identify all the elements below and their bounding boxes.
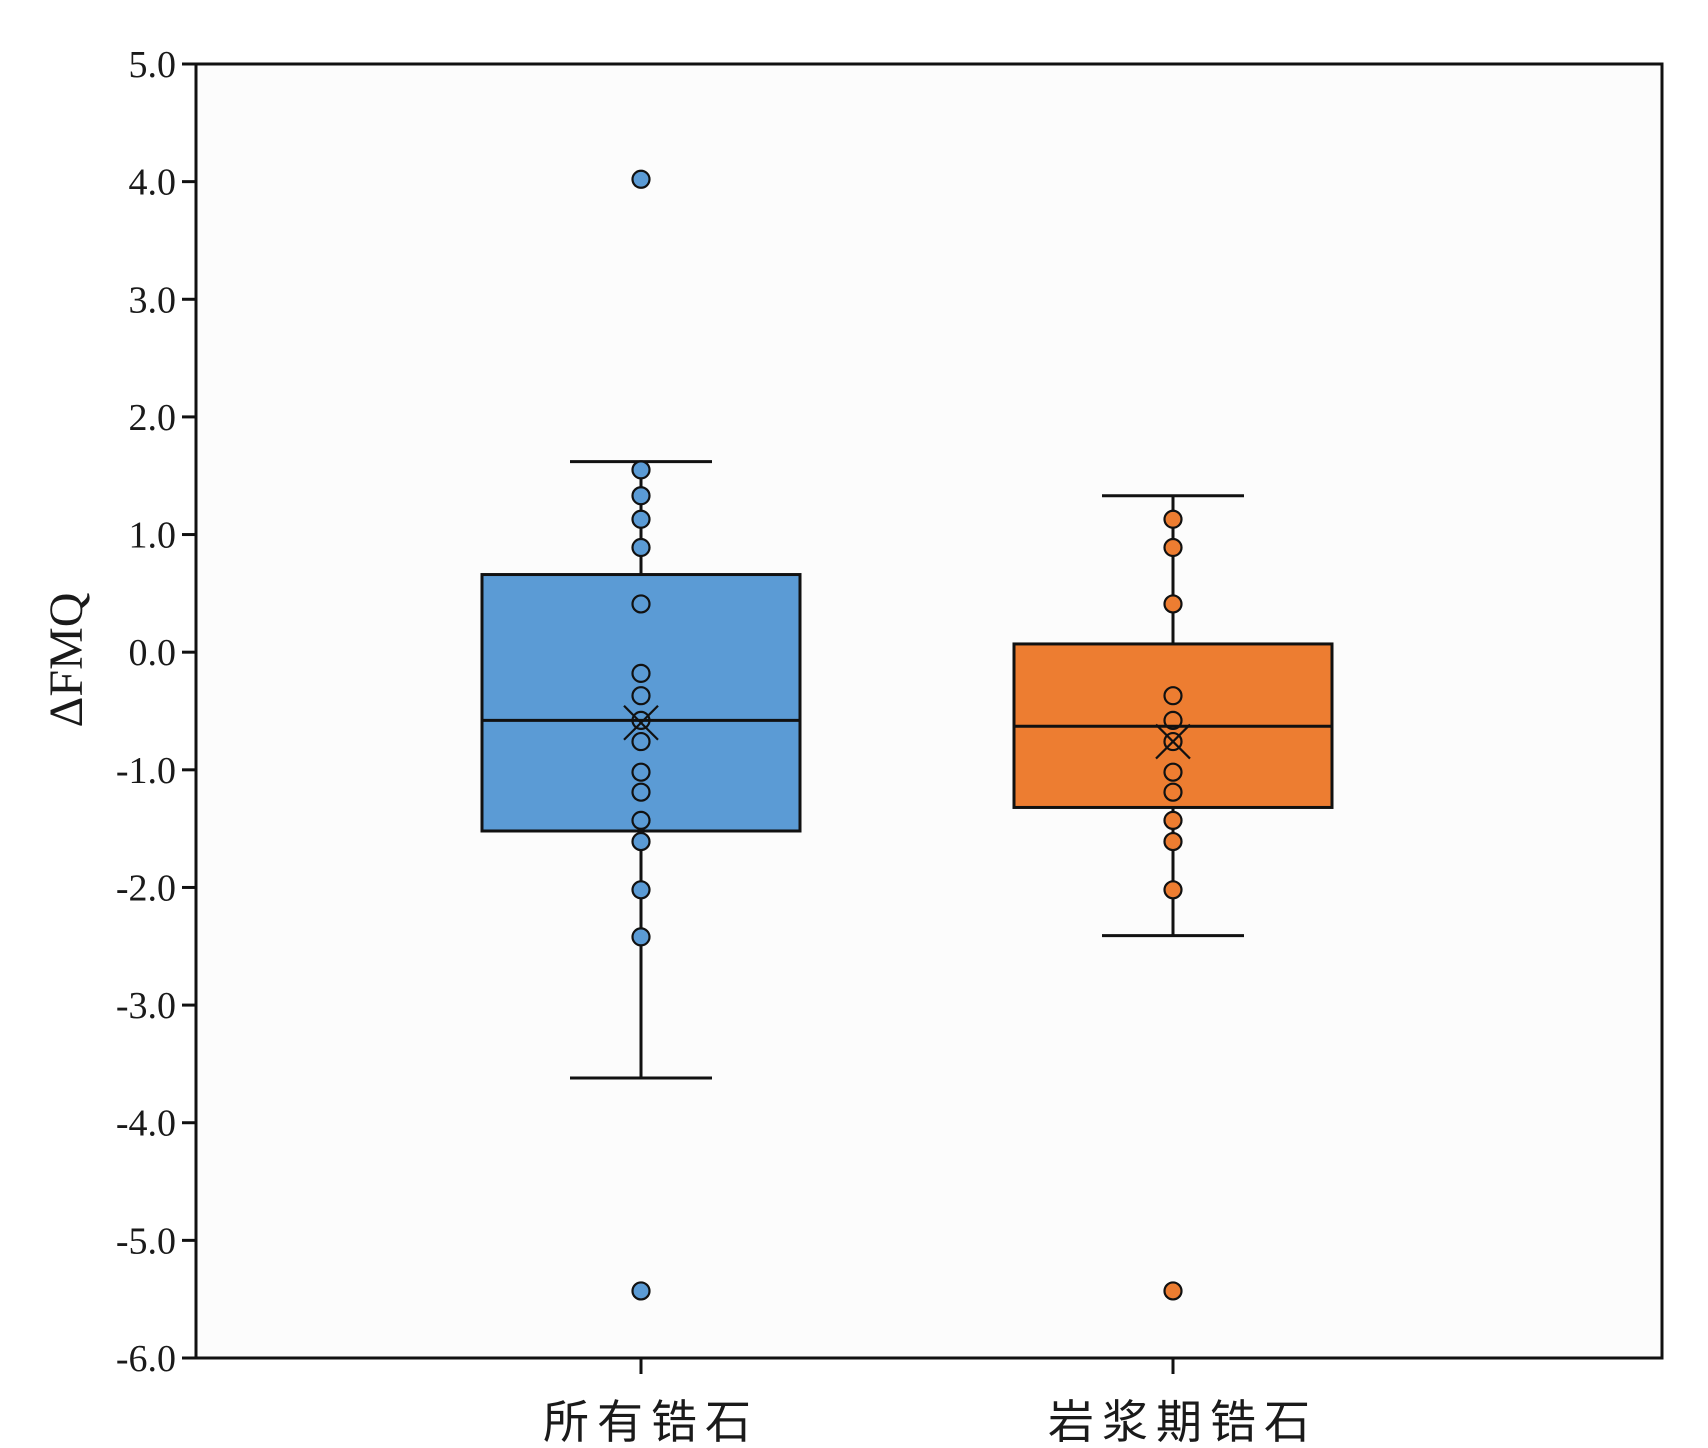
- data-point: [631, 1281, 651, 1301]
- y-tick-label: 2.0: [129, 397, 177, 439]
- x-category-label: 所有锆石: [543, 1395, 759, 1448]
- data-point: [631, 460, 651, 480]
- data-point: [631, 810, 651, 831]
- box-body: [480, 573, 802, 833]
- data-point: [631, 537, 651, 558]
- data-point: [1163, 880, 1183, 900]
- mean-marker: [1155, 723, 1191, 760]
- y-tick-label: 4.0: [129, 162, 177, 204]
- data-point: [1163, 731, 1183, 752]
- data-point: [1163, 686, 1183, 706]
- y-tick-label: -6.0: [116, 1338, 176, 1380]
- plot-frame: [194, 62, 1664, 1360]
- y-tick-label: -4.0: [116, 1103, 176, 1145]
- data-point: [631, 509, 651, 529]
- box-group: [480, 169, 802, 1301]
- axes-layer: 5.0 4.0 3.0 2.0 1.0 0.0 -1.0 -2.0 -3.0 -4.0 -5.0 -6…: [116, 44, 1318, 1448]
- data-point: [631, 782, 651, 802]
- x-category-label: 岩浆期锆石: [1048, 1395, 1318, 1448]
- data-point: [631, 486, 651, 506]
- data-point: [631, 710, 651, 731]
- data-point: [631, 831, 651, 852]
- y-tick-label: 5.0: [129, 44, 177, 86]
- data-point: [1163, 710, 1183, 731]
- marks-layer: [480, 169, 1334, 1301]
- mean-marker: [623, 704, 659, 741]
- data-point: [1163, 594, 1183, 614]
- y-tick-label: 1.0: [129, 515, 177, 557]
- data-point: [631, 686, 651, 706]
- data-point: [631, 731, 651, 752]
- y-tick-label: 3.0: [129, 279, 177, 321]
- data-point: [631, 927, 651, 947]
- y-tick-label: -3.0: [116, 985, 176, 1027]
- y-tick-label: 0.0: [129, 632, 177, 674]
- data-point: [1163, 782, 1183, 802]
- data-point: [1163, 537, 1183, 558]
- data-point: [631, 880, 651, 900]
- box-group: [1012, 494, 1334, 1301]
- data-point: [631, 663, 651, 683]
- data-point: [631, 762, 651, 782]
- y-axis-title: ΔFMQ: [40, 593, 93, 728]
- y-tick-label: -1.0: [116, 750, 176, 792]
- data-point: [631, 594, 651, 614]
- y-tick-label: -5.0: [116, 1220, 176, 1262]
- data-point: [1163, 831, 1183, 852]
- plot-area: [196, 64, 1662, 1358]
- y-tick-label: -2.0: [116, 867, 176, 909]
- data-point: [1163, 810, 1183, 831]
- data-point: [1163, 762, 1183, 782]
- data-point: [1163, 1281, 1183, 1301]
- data-point: [631, 169, 651, 189]
- data-point: [1163, 509, 1183, 529]
